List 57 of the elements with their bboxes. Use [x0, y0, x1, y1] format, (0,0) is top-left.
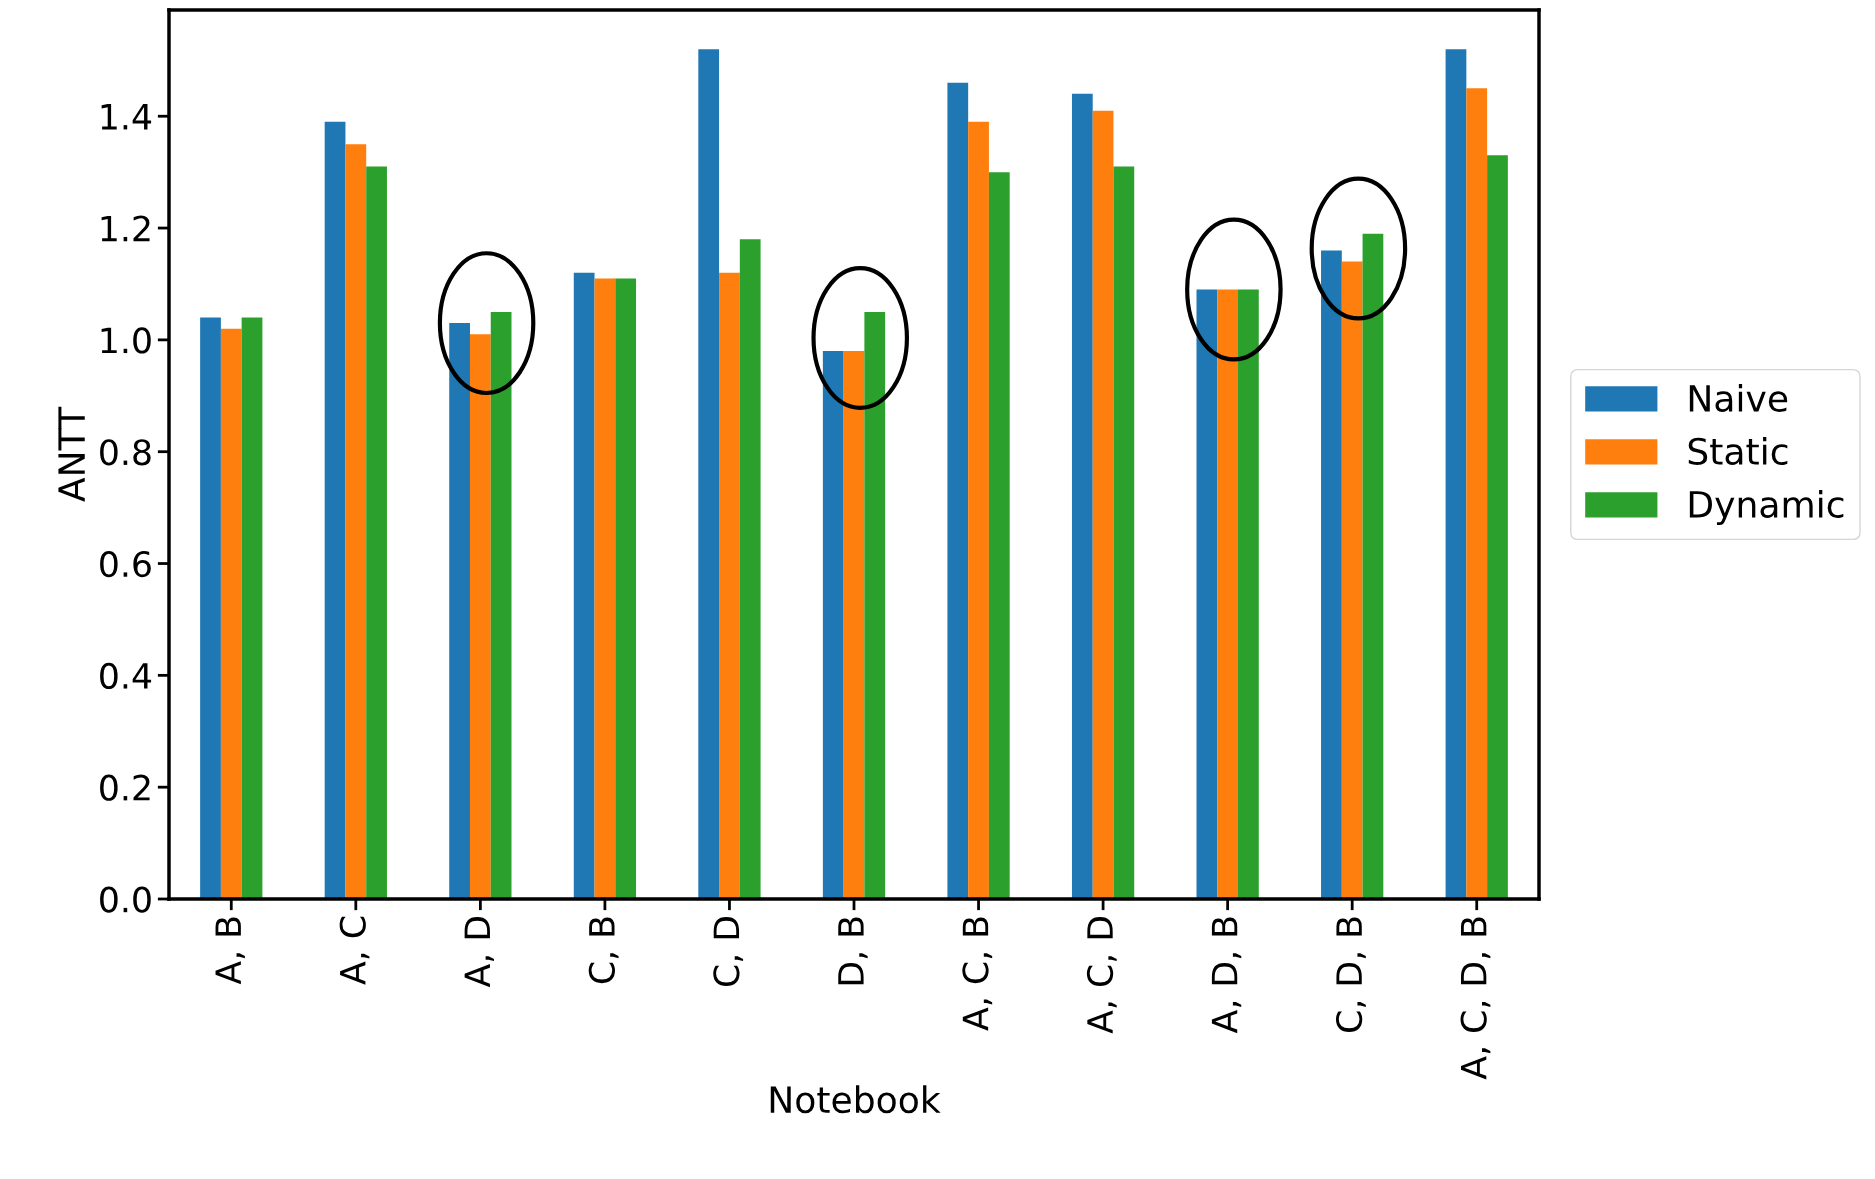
- bar: [573, 272, 595, 899]
- y-tick-label: 0.8: [100, 439, 151, 466]
- bar: [449, 323, 470, 899]
- x-tick-label: C, D: [713, 917, 744, 987]
- x-tick-label: A, C, D, B: [1460, 917, 1491, 1080]
- y-tick-label: 0.6: [100, 550, 151, 578]
- bar: [345, 144, 367, 899]
- bar: [1071, 93, 1093, 899]
- x-tick-label: A, D: [464, 917, 494, 988]
- y-tick-label: 1.4: [101, 104, 152, 130]
- bar: [1217, 289, 1239, 899]
- bar: [1321, 250, 1342, 899]
- bar: [594, 278, 616, 899]
- bar: [220, 328, 242, 899]
- y-tick-label: 1.0: [101, 327, 151, 354]
- y-tick-label: 0.4: [100, 662, 152, 690]
- bar: [1238, 289, 1259, 899]
- x-tick-label: C, D, B: [1335, 917, 1366, 1032]
- x-axis-title: Notebook: [770, 1085, 941, 1114]
- bar: [1196, 289, 1218, 899]
- bar: [469, 334, 491, 899]
- bar: [1362, 233, 1384, 899]
- x-tick-label: C, B: [588, 917, 619, 984]
- bar: [988, 172, 1010, 899]
- y-tick-label: 0.2: [100, 774, 150, 801]
- bar: [1466, 88, 1488, 899]
- x-tick-label: A, B: [215, 917, 245, 985]
- bar: [1487, 155, 1508, 899]
- bar: [366, 166, 387, 899]
- legend-label: Static: [1688, 437, 1788, 465]
- x-tick-label: A, C: [339, 916, 370, 985]
- y-tick-label: 0.0: [100, 886, 151, 913]
- y-tick-label: 1.2: [101, 215, 150, 242]
- x-tick-label: A, D, B: [1211, 917, 1242, 1034]
- bar: [864, 311, 886, 899]
- bar: [241, 317, 263, 899]
- legend-label: Naive: [1689, 384, 1788, 412]
- bar: [947, 82, 969, 899]
- bar: [200, 317, 221, 899]
- bar: [739, 239, 761, 899]
- bar: [324, 121, 346, 899]
- bar: [1445, 49, 1467, 899]
- bar: [698, 49, 720, 899]
- bar: [490, 311, 512, 899]
- bar: [968, 121, 989, 899]
- bar: [615, 278, 637, 899]
- x-tick-label: A, C, B: [962, 917, 993, 1031]
- bar: [822, 351, 844, 899]
- bar: [1341, 261, 1363, 899]
- y-axis-title: ANTT: [58, 406, 85, 502]
- bar: [719, 272, 740, 899]
- x-tick-label: D, B: [838, 917, 868, 985]
- bar: [843, 351, 865, 899]
- bar: [1113, 166, 1135, 899]
- x-tick-label: A, C, D: [1086, 917, 1117, 1034]
- bar: [1092, 110, 1114, 899]
- legend-label: Dynamic: [1689, 490, 1844, 525]
